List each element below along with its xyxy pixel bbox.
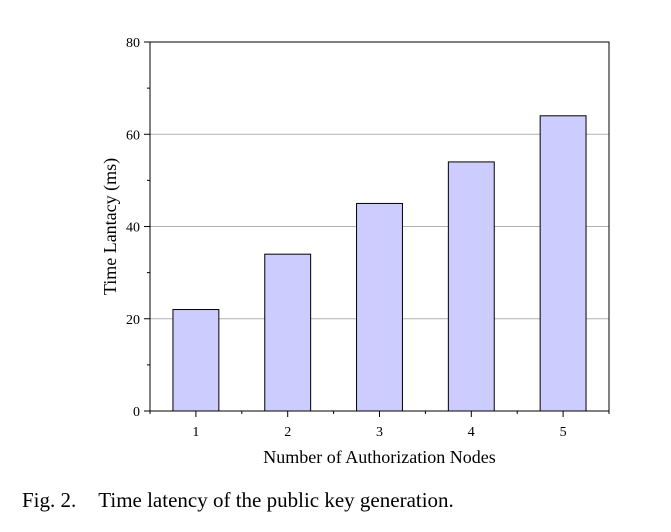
bar: [356, 202, 403, 412]
figure-label: Fig. 2.: [22, 488, 77, 512]
y-axis-label: Time Lantacy (ms): [100, 158, 121, 295]
y-tick-label: 80: [126, 36, 140, 51]
y-tick-label: 20: [126, 313, 140, 328]
y-tick-label: 40: [126, 221, 140, 236]
x-tick-label: 5: [560, 425, 567, 440]
bars: [172, 115, 587, 412]
x-tick-label: 2: [284, 425, 291, 440]
caption-text: Time latency of the public key generatio…: [98, 488, 454, 512]
figure-caption: Fig. 2. Time latency of the public key ge…: [22, 488, 454, 513]
bar-chart: 0 20 40 60 80 1 2 3 4 5 Number of Authorization N…: [100, 36, 610, 467]
y-tick-label: 60: [126, 128, 140, 143]
axis-ticks: 0 20 40 60 80 1 2 3 4 5: [126, 36, 610, 440]
bar: [447, 161, 495, 412]
bar: [172, 309, 220, 412]
x-tick-label: 3: [376, 425, 383, 440]
bar: [264, 253, 312, 412]
bar: [539, 115, 587, 412]
x-tick-label: 1: [192, 425, 199, 440]
x-tick-label: 4: [468, 425, 475, 440]
x-axis-label: Number of Authorization Nodes: [263, 447, 495, 467]
y-tick-label: 0: [133, 405, 140, 420]
